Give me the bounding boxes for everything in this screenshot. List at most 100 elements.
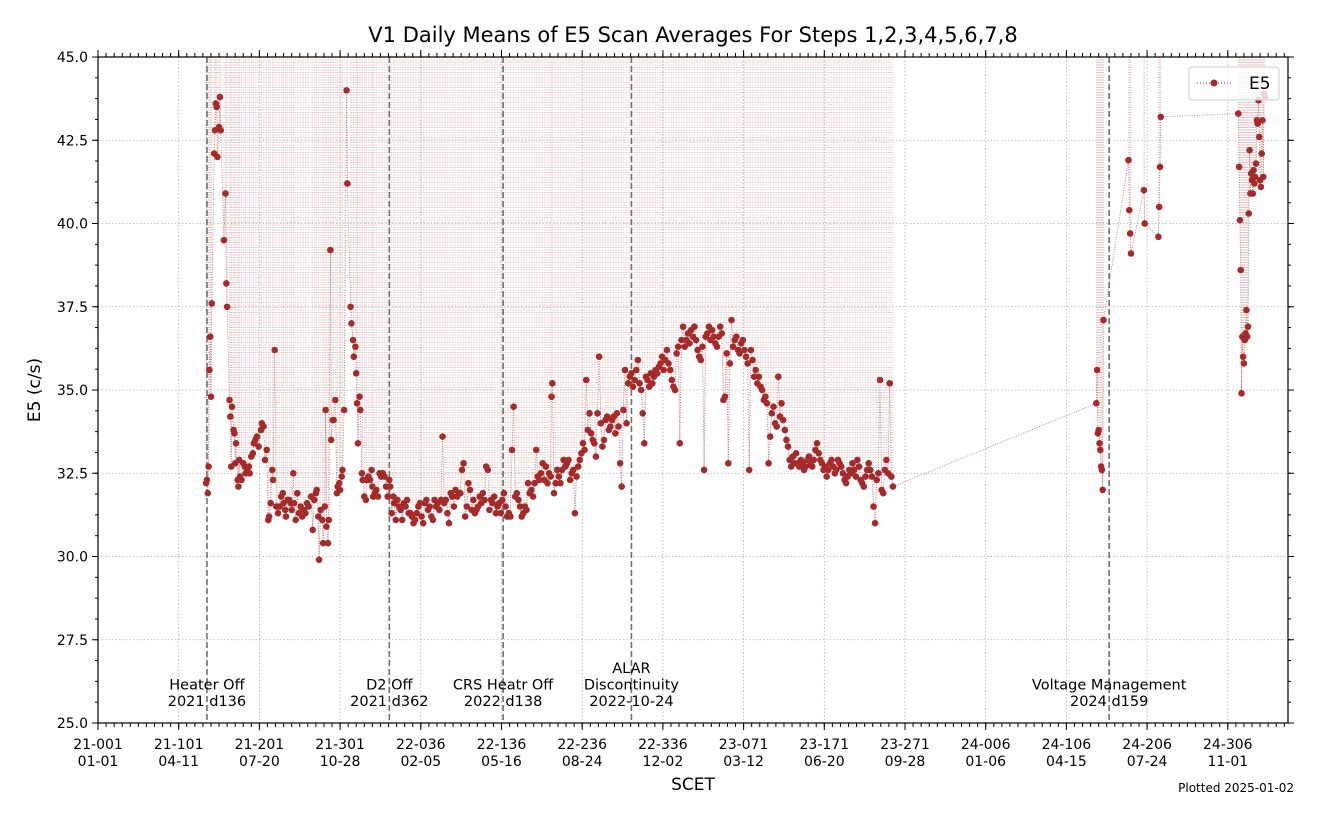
data-point — [582, 376, 590, 384]
data-point — [710, 333, 717, 341]
data-point — [274, 509, 282, 517]
data-point — [479, 489, 487, 497]
legend-marker — [1210, 79, 1218, 87]
data-point — [747, 346, 755, 354]
series-e5 — [202, 87, 1269, 564]
y-tick-label: 32.5 — [57, 466, 88, 482]
data-point — [1252, 160, 1260, 167]
data-point — [392, 516, 400, 524]
data-point — [223, 303, 231, 311]
data-point — [579, 440, 587, 447]
data-point — [302, 509, 309, 517]
data-point — [357, 406, 364, 414]
data-point — [416, 499, 424, 507]
data-point — [870, 503, 877, 510]
data-point — [837, 463, 845, 470]
data-point — [867, 466, 874, 474]
data-point — [413, 509, 421, 517]
data-point — [429, 516, 437, 524]
data-point — [1235, 110, 1242, 117]
data-point — [500, 489, 508, 497]
data-point — [802, 463, 809, 470]
data-point — [490, 493, 498, 500]
data-point — [1155, 203, 1163, 211]
data-point — [758, 386, 766, 394]
x-tick-sublabel: 02-05 — [400, 754, 441, 770]
data-point — [1250, 166, 1257, 174]
data-point — [644, 376, 651, 384]
data-point — [721, 393, 729, 401]
data-point — [599, 443, 606, 450]
data-point — [465, 479, 472, 487]
data-point — [470, 496, 477, 504]
data-point — [1099, 486, 1106, 494]
data-point — [775, 373, 782, 381]
data-point — [510, 403, 517, 411]
data-point — [586, 410, 593, 417]
data-point — [691, 323, 698, 331]
data-point — [607, 423, 614, 430]
legend: E5 — [1188, 66, 1280, 101]
data-point — [489, 499, 496, 507]
x-tick-label: 24-206 — [1122, 737, 1172, 753]
data-point — [362, 496, 370, 504]
data-point — [343, 87, 350, 94]
data-point — [641, 440, 648, 447]
data-point — [460, 460, 467, 467]
data-point — [728, 316, 735, 324]
data-point — [374, 493, 382, 500]
data-point — [547, 473, 554, 480]
data-point — [1100, 316, 1107, 324]
data-point — [513, 489, 521, 497]
data-point — [713, 343, 721, 351]
data-point — [603, 413, 611, 420]
data-point — [265, 513, 273, 520]
data-point — [723, 350, 730, 357]
data-point — [763, 400, 771, 407]
data-point — [245, 463, 253, 470]
data-point — [860, 483, 868, 490]
data-point — [654, 370, 661, 377]
data-point — [886, 380, 893, 387]
data-point — [366, 476, 374, 484]
data-point — [531, 479, 538, 487]
event-label: Heater Off — [169, 678, 245, 694]
data-point — [1126, 206, 1133, 214]
data-point — [537, 470, 545, 477]
data-point — [269, 466, 276, 474]
y-axis: 25.0 27.5 30.0 32.5 35.0 37.5 40.0 42.5 45.0 — [57, 50, 1294, 732]
event-label: 2021 d136 — [168, 694, 246, 710]
data-point — [204, 489, 212, 497]
data-point — [529, 493, 537, 500]
data-point — [694, 346, 701, 354]
data-point — [481, 496, 488, 504]
data-point — [216, 93, 224, 101]
data-point — [322, 406, 329, 414]
data-point — [618, 483, 625, 490]
data-point — [327, 246, 334, 254]
x-tick-label: 23-071 — [719, 737, 769, 753]
data-point — [823, 473, 830, 480]
data-point — [394, 496, 401, 504]
event-label: Discontinuity — [584, 678, 680, 694]
data-point — [1098, 466, 1106, 474]
legend-box — [1188, 66, 1280, 101]
data-point — [557, 479, 564, 487]
data-point — [548, 393, 555, 401]
data-point — [282, 513, 290, 520]
data-point — [228, 403, 236, 411]
x-tick-sublabel: 10-28 — [320, 754, 361, 770]
x-tick-label: 21-301 — [315, 737, 365, 753]
data-point — [637, 386, 645, 394]
data-point — [629, 383, 637, 391]
data-point — [423, 496, 430, 504]
data-point — [1243, 333, 1251, 341]
data-point — [679, 323, 687, 331]
data-point — [865, 460, 872, 467]
series-line — [205, 90, 1266, 560]
x-tick-sublabel: 11-01 — [1207, 754, 1248, 770]
data-point — [348, 320, 355, 327]
data-point — [1243, 306, 1250, 314]
data-point — [1258, 150, 1265, 157]
